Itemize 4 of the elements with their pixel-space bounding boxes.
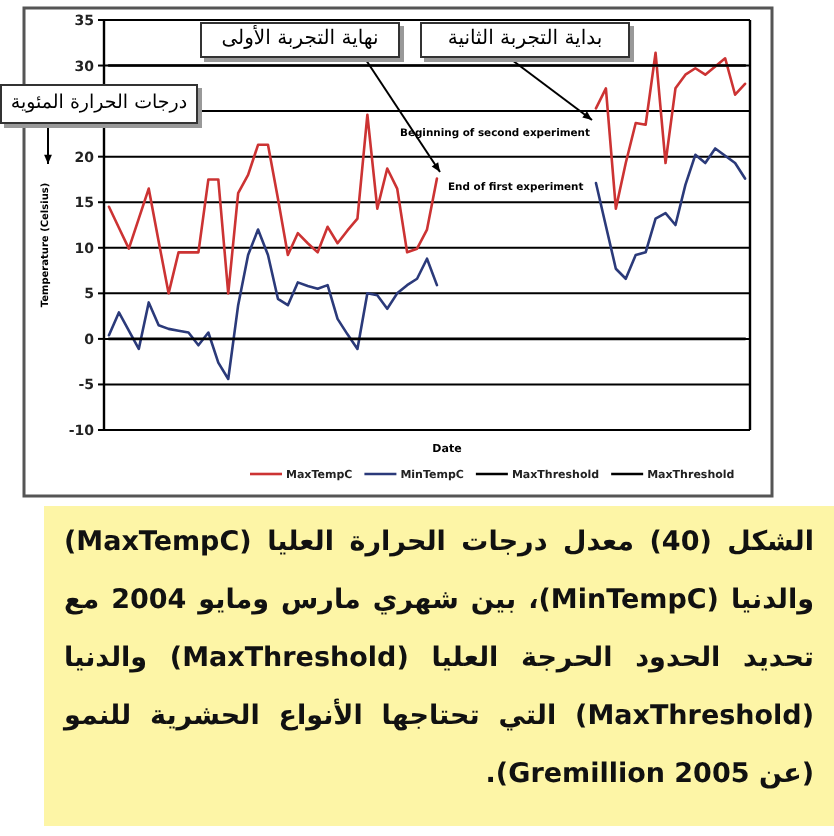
annotation: نهاية التجربة الأولى — [200, 22, 400, 58]
annotation: درجات الحرارة المئوية — [0, 84, 198, 124]
annotation: بداية التجربة الثانية — [420, 22, 630, 58]
text: الشكل (40) معدل درجات الحرارة العليا (MaxTempC) والدنيا (MinTempC)، بين شهري مارس ومايو 2004 مع تحديد الحدود الحرجة العليا (MaxThreshold) والدنيا (MaxThreshold) التي تحتاجها الأنواع الحشرية للنمو (عن Gremillion 2005). — [44, 506, 834, 826]
